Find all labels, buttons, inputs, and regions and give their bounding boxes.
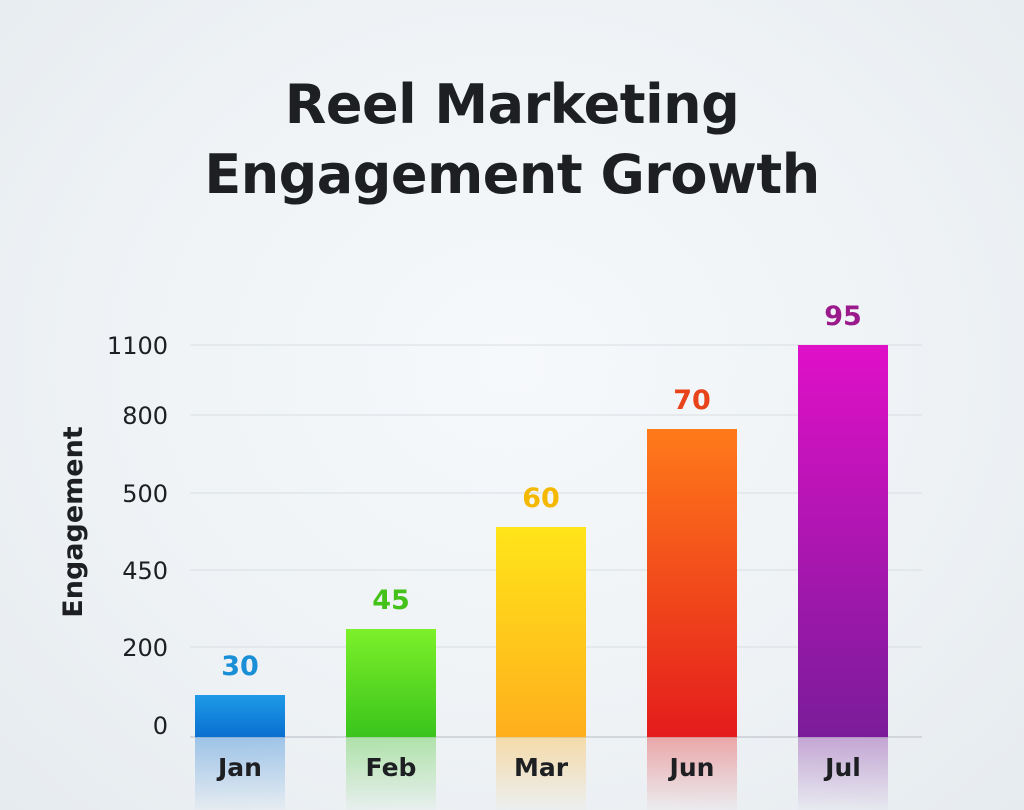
x-tick-label-jan: Jan [216,753,262,782]
y-tick-label: 800 [122,402,168,430]
bar-reflection [195,737,285,810]
bar-jan [195,695,285,737]
x-axis-ticks: Jan Feb Mar Jun Jul [216,753,861,782]
y-tick-label: 500 [122,480,168,508]
x-tick-label-feb: Feb [366,753,417,782]
x-tick-label-jul: Jul [823,753,861,782]
x-tick-label-mar: Mar [514,753,569,782]
y-axis-title: Engagement [58,426,89,618]
bar-jun [647,429,737,737]
data-label-jun: 70 [673,385,711,416]
bar-feb [346,629,436,737]
data-label-jan: 30 [221,651,259,682]
y-axis-ticks: 0 200 450 500 800 1100 [107,332,168,740]
y-tick-label: 1100 [107,332,168,360]
y-tick-label: 0 [153,712,168,740]
bar-reflection [496,737,586,810]
bars [195,345,888,737]
data-label-jul: 95 [824,301,862,332]
bar-reflections [195,737,888,810]
y-tick-label: 200 [122,634,168,662]
bar-reflection [798,737,888,810]
chart-title: Reel Marketing Engagement Growth [0,70,1024,210]
data-label-feb: 45 [372,585,410,616]
y-tick-label: 450 [122,557,168,585]
bar-mar [496,527,586,737]
data-label-mar: 60 [522,483,560,514]
x-tick-label-jun: Jun [668,753,715,782]
bar-reflection [346,737,436,810]
chart-title-line-1: Reel Marketing [284,73,740,136]
bar-jul [798,345,888,737]
data-labels: 30 45 60 70 95 [221,301,862,682]
chart-title-line-2: Engagement Growth [204,143,820,206]
bar-reflection [647,737,737,810]
